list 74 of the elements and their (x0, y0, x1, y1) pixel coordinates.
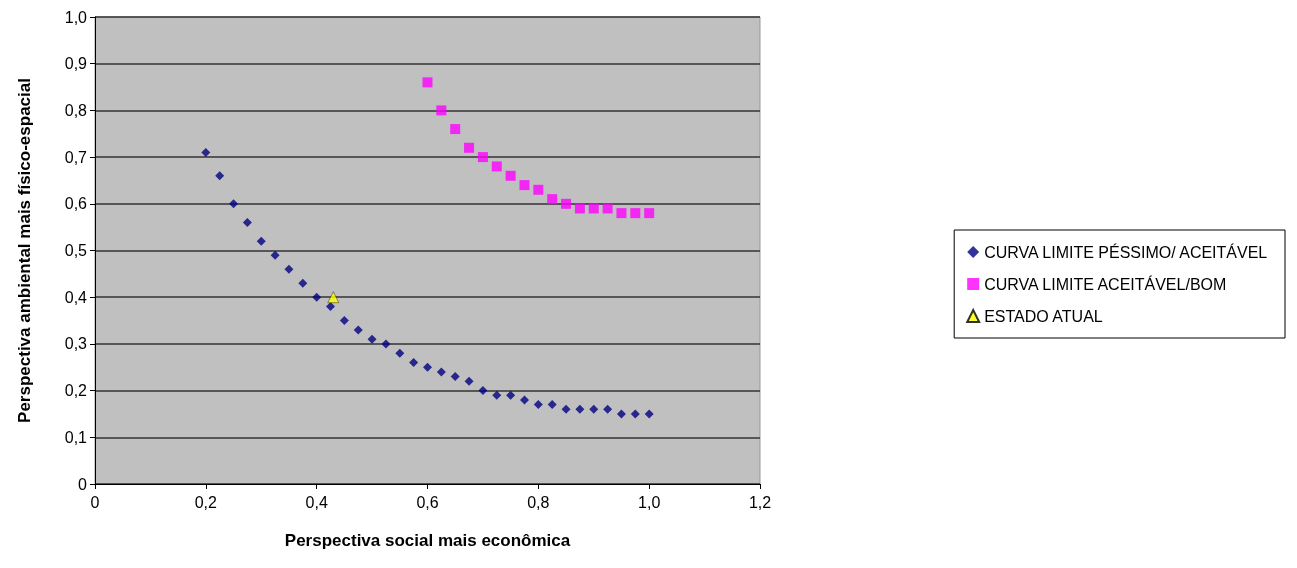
point (478, 386, 488, 396)
point (381, 339, 391, 349)
point (602, 203, 613, 214)
point (533, 184, 544, 195)
point (519, 395, 529, 405)
point (464, 376, 474, 386)
y-tick-label: 0,5 (64, 242, 88, 259)
point (242, 217, 252, 227)
point (547, 400, 557, 410)
point (229, 199, 239, 209)
point (339, 316, 349, 326)
legend-label: CURVA LIMITE PÉSSIMO/ ACEITÁVEL (984, 242, 1268, 261)
x-tick-label: 0,8 (527, 493, 550, 511)
point (561, 404, 571, 414)
point (588, 203, 599, 214)
point (270, 250, 280, 260)
point (215, 171, 225, 181)
point (436, 105, 447, 116)
point (505, 170, 516, 181)
point (423, 362, 432, 372)
y-tick-label: 1,0 (64, 8, 88, 26)
point (506, 390, 516, 400)
legend-label: ESTADO ATUAL (984, 307, 1103, 325)
y-tick-label: 0,4 (64, 288, 88, 306)
x-axis-title: Perspectiva social mais econômica (284, 531, 571, 550)
point (492, 390, 502, 400)
point (491, 161, 502, 172)
point (436, 367, 446, 377)
point (312, 292, 322, 302)
point (327, 291, 340, 303)
x-tick-label: 1,2 (748, 493, 772, 511)
point (616, 409, 626, 419)
point (630, 409, 640, 419)
y-tick-label: 0,3 (64, 335, 88, 353)
point (574, 203, 585, 214)
point (298, 278, 308, 288)
x-tick-label: 0 (90, 493, 100, 511)
x-tick-label: 0,2 (194, 493, 218, 511)
point (644, 409, 654, 419)
point (589, 404, 599, 414)
point (353, 325, 363, 335)
point (450, 124, 461, 135)
point (561, 198, 572, 209)
point (326, 302, 336, 312)
y-tick-label: 0,8 (64, 101, 88, 119)
point (464, 142, 475, 153)
point (630, 208, 641, 219)
point (409, 358, 419, 368)
point (616, 208, 627, 219)
y-tick-label: 0 (78, 475, 88, 493)
point (367, 334, 377, 344)
point (477, 152, 488, 163)
point (256, 236, 266, 246)
y-tick-label: 0,7 (64, 148, 88, 166)
x-tick-label: 1,0 (638, 493, 661, 511)
point (533, 400, 543, 410)
x-tick-label: 0,6 (416, 493, 439, 511)
point (575, 404, 585, 414)
point (201, 147, 211, 157)
point (422, 77, 433, 88)
point (395, 348, 405, 358)
point (519, 180, 530, 191)
point (644, 208, 655, 219)
legend-label: CURVA LIMITE ACEITÁVEL/BOM (984, 274, 1227, 293)
y-tick-label: 0,2 (64, 382, 88, 400)
point (450, 372, 460, 382)
point (284, 264, 294, 274)
y-tick-label: 0,1 (64, 428, 88, 446)
point (547, 194, 558, 205)
y-tick-label: 0,6 (64, 195, 88, 213)
y-tick-label: 0,9 (64, 55, 88, 73)
y-axis-title: Perspectiva ambiental mais físico-espacial (15, 78, 34, 423)
point (603, 404, 613, 414)
x-tick-label: 0,4 (305, 493, 328, 511)
